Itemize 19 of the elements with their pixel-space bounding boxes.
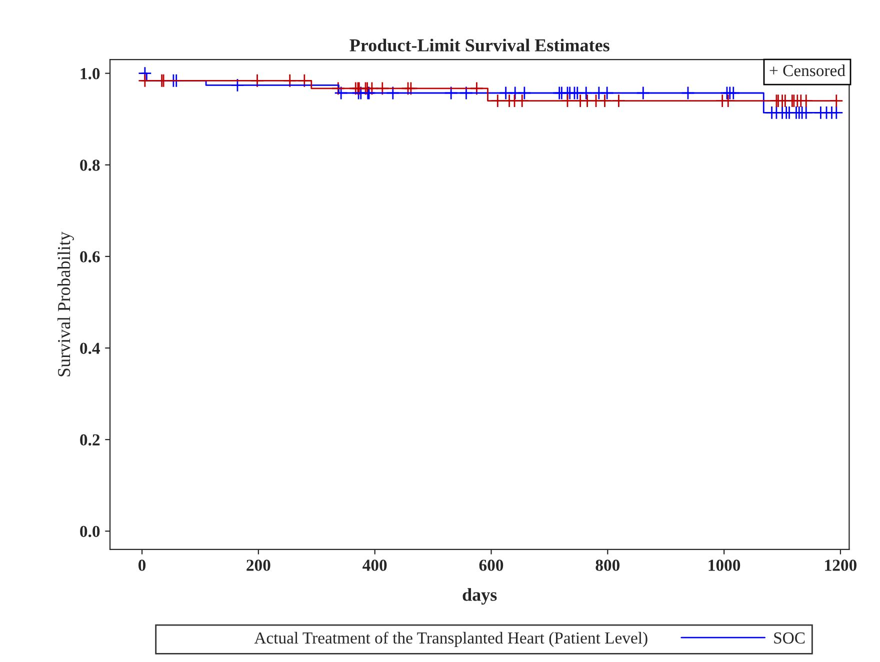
y-tick-label: 0.4 xyxy=(80,342,100,354)
y-tick-label: 0.6 xyxy=(80,251,100,262)
y-tick-label: 0.0 xyxy=(80,526,100,538)
x-axis-title: days xyxy=(462,588,497,605)
x-tick-label: 800 xyxy=(596,560,620,571)
text: SOC xyxy=(774,632,805,644)
y-tick-label: 1.0 xyxy=(80,68,100,80)
x-tick-label: 400 xyxy=(362,560,387,571)
y-axis-title: Survival Probability xyxy=(57,232,74,376)
legend-title: Actual Treatment of the Transplanted Heart (Patient Level) xyxy=(254,632,648,647)
y-tick-label: 0.2 xyxy=(80,434,100,446)
y-tick-label: 0.8 xyxy=(80,160,100,171)
x-tick-label: 1000 xyxy=(708,560,740,571)
x-tick-label: 1200 xyxy=(825,560,856,571)
annotation: + Censored xyxy=(770,64,846,76)
chart-title: Product-Limit Survival Estimates xyxy=(350,38,610,52)
x-tick-label: 0 xyxy=(138,560,146,571)
x-tick-label: 600 xyxy=(479,560,504,571)
x-tick-label: 200 xyxy=(246,560,270,571)
